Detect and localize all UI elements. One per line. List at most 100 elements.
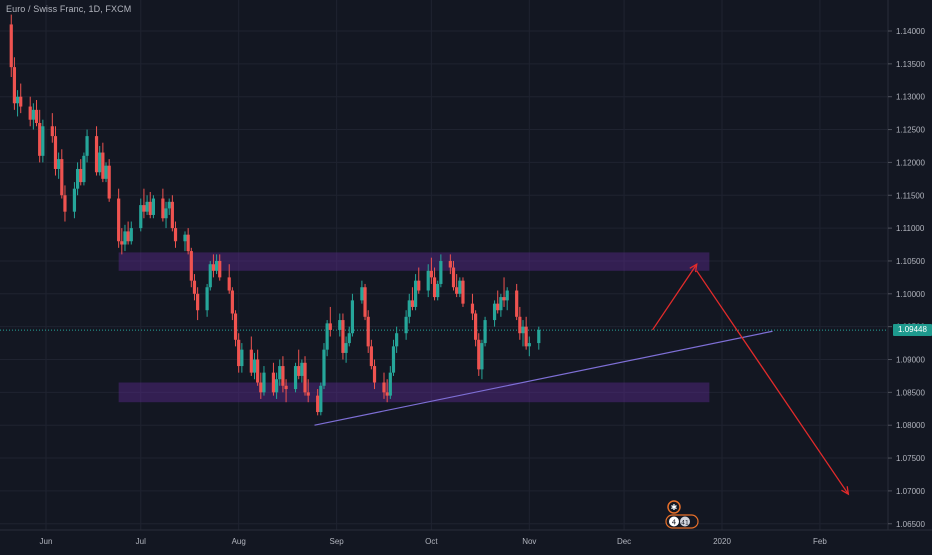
- candle-body: [347, 333, 351, 344]
- candle-body: [227, 277, 231, 291]
- candle-body: [15, 96, 20, 104]
- candle-body: [455, 287, 459, 294]
- candle-body: [196, 293, 200, 311]
- event-icon-glyph: ✱: [671, 503, 678, 512]
- candle-body: [363, 287, 367, 317]
- candle-body: [417, 280, 421, 291]
- projection-arrow-up: [651, 263, 698, 331]
- candle-body: [395, 333, 399, 347]
- candle-body: [328, 323, 332, 330]
- price-tick-label: 1.13000: [896, 93, 925, 102]
- event-icon[interactable]: [667, 500, 681, 514]
- candle-body: [139, 205, 143, 229]
- price-tick-label: 1.11500: [896, 191, 925, 200]
- candle-body: [230, 290, 234, 314]
- candle-body: [82, 155, 86, 183]
- candle-body: [252, 359, 257, 373]
- candle-body: [41, 126, 45, 156]
- candle-body: [316, 395, 320, 413]
- candle-body: [515, 290, 519, 317]
- candle-body: [274, 379, 279, 393]
- badge-circle-2: [680, 516, 690, 527]
- candle-body: [79, 168, 83, 183]
- candle-body: [369, 346, 373, 367]
- candle-body: [524, 326, 528, 347]
- candle-body: [63, 195, 67, 212]
- drawings: [314, 262, 850, 496]
- candle-body: [60, 159, 64, 196]
- price-tick-label: 1.11000: [896, 224, 925, 233]
- candle-body: [350, 300, 355, 334]
- candle-body: [214, 260, 219, 271]
- candle-body: [505, 290, 509, 301]
- event-badges[interactable]: ✱ 4 41: [664, 500, 704, 532]
- candle-body: [372, 366, 377, 383]
- candle-body: [192, 280, 197, 294]
- candle-body: [249, 349, 253, 373]
- candle-body: [429, 270, 433, 278]
- price-tick-label: 1.10500: [896, 257, 925, 266]
- candle-body: [233, 313, 238, 340]
- candle-body: [293, 366, 298, 390]
- candle-body: [38, 122, 42, 156]
- candle-body: [129, 228, 133, 242]
- projection-arrow-up-head: [689, 262, 698, 273]
- candle-body: [173, 228, 178, 242]
- candle-body: [297, 366, 301, 376]
- candle-body: [448, 260, 452, 268]
- candle-body: [360, 287, 364, 301]
- candle-body: [474, 313, 478, 340]
- time-axis[interactable]: Jun Jul Aug Sep Oct Nov Dec 2020 Feb: [40, 537, 828, 546]
- time-tick-label: Aug: [232, 537, 246, 546]
- candle-body: [145, 201, 149, 212]
- candle-body: [477, 339, 481, 370]
- price-tick-label: 1.10000: [896, 290, 925, 299]
- candle-body: [404, 316, 408, 334]
- price-tick-label: 1.14000: [896, 27, 925, 36]
- candle-body: [34, 109, 39, 123]
- candle-body: [126, 231, 130, 242]
- price-tick-label: 1.08000: [896, 421, 925, 430]
- candle-body: [12, 67, 17, 104]
- price-zones: [118, 252, 710, 403]
- candle-body: [167, 201, 171, 209]
- time-tick-label: 2020: [713, 537, 731, 546]
- candle-body: [461, 280, 465, 304]
- projection-arrow-down: [696, 270, 849, 495]
- resistance-zone: [118, 252, 710, 271]
- candle-body: [205, 287, 209, 311]
- price-tick-label: 1.06500: [896, 520, 925, 529]
- candle-body: [211, 264, 216, 271]
- candle-body: [458, 280, 462, 294]
- candle-body: [319, 385, 323, 413]
- candle-body: [271, 372, 276, 393]
- candle-body: [499, 297, 503, 311]
- candle-body: [432, 277, 437, 298]
- candle-body: [325, 323, 329, 350]
- candle-body: [502, 297, 506, 301]
- candle-body: [19, 96, 23, 107]
- candle-body: [413, 280, 418, 307]
- candle-body: [410, 300, 415, 307]
- price-tick-label: 1.12500: [896, 126, 925, 135]
- candle-body: [483, 320, 487, 344]
- candle-body: [240, 349, 244, 367]
- candle-body: [451, 267, 456, 288]
- candle-body: [107, 165, 111, 199]
- candle-body: [148, 201, 152, 215]
- candle-body: [281, 366, 285, 386]
- trendline: [314, 330, 773, 426]
- candle-body: [31, 109, 35, 120]
- candle-body: [50, 126, 54, 137]
- candle-body: [262, 372, 266, 393]
- candle-body: [426, 270, 430, 291]
- candle-body: [104, 165, 108, 179]
- candle-body: [123, 231, 127, 245]
- support-zone: [118, 382, 710, 403]
- price-tick-label: 1.12000: [896, 158, 925, 167]
- candle-body: [322, 349, 326, 386]
- candle-body: [341, 320, 345, 353]
